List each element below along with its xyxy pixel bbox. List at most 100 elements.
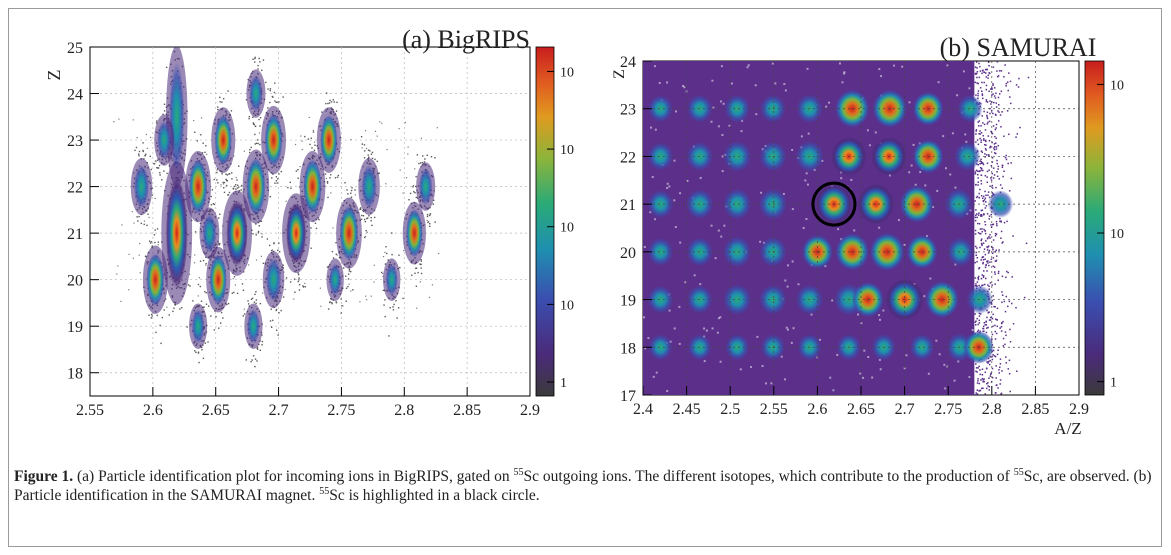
background-dot	[990, 179, 993, 181]
background-dot	[992, 177, 995, 179]
background-dot	[994, 128, 997, 131]
scatter-dot	[195, 351, 197, 354]
background-dot	[977, 94, 979, 97]
scatter-dot	[275, 308, 278, 311]
scatter-dot	[280, 309, 282, 312]
background-dot	[983, 199, 986, 201]
scatter-dot	[133, 222, 135, 224]
background-dot	[975, 320, 977, 322]
scatter-dot	[285, 200, 287, 202]
background-dot	[976, 195, 979, 198]
background-speck	[790, 341, 793, 344]
scatter-dot	[350, 270, 352, 273]
scatter-dot	[289, 181, 291, 184]
scatter-dot	[428, 214, 431, 217]
background-dot	[978, 76, 981, 79]
scatter-dot	[234, 284, 236, 286]
scatter-dot	[282, 296, 285, 298]
scatter-dot	[231, 178, 233, 180]
scatter-dot	[332, 227, 334, 229]
scatter-dot	[337, 174, 339, 177]
background-dot	[997, 96, 1000, 99]
scatter-dot	[367, 217, 369, 219]
background-dot	[978, 266, 981, 269]
scatter-dot	[157, 241, 160, 243]
scatter-dot	[197, 295, 199, 297]
scatter-dot	[363, 150, 366, 152]
scatter-dot	[116, 273, 118, 275]
background-dot	[978, 125, 980, 127]
background-speck	[837, 228, 840, 231]
background-speck	[655, 371, 658, 374]
scatter-dot	[415, 196, 417, 199]
scatter-dot	[137, 220, 139, 222]
background-dot	[994, 260, 997, 262]
background-dot	[980, 215, 982, 217]
scatter-dot	[217, 106, 219, 108]
background-dot	[996, 319, 998, 321]
background-dot	[981, 94, 984, 97]
scatter-dot	[298, 186, 300, 188]
background-dot	[977, 90, 980, 92]
background-dot	[975, 370, 977, 373]
background-dot	[997, 74, 1000, 77]
background-dot	[988, 235, 990, 238]
background-speck	[668, 309, 671, 312]
background-dot	[976, 139, 979, 141]
background-dot	[1003, 76, 1005, 78]
scatter-dot	[252, 58, 254, 61]
isotope-cluster	[339, 205, 359, 261]
background-dot	[991, 187, 994, 189]
y-tick-label: 21	[67, 226, 83, 243]
scatter-dot	[113, 121, 115, 123]
background-dot	[978, 315, 981, 317]
scatter-dot	[213, 178, 215, 181]
background-dot	[996, 307, 999, 310]
background-dot	[980, 132, 983, 134]
background-speck	[956, 94, 959, 97]
background-dot	[1027, 76, 1030, 79]
background-dot	[988, 363, 991, 366]
background-dot	[975, 283, 977, 285]
background-speck	[962, 70, 965, 73]
scatter-dot	[207, 341, 209, 343]
x-tick-label: 2.55	[760, 401, 788, 418]
isotope-cluster	[157, 120, 172, 160]
scatter-dot	[194, 231, 197, 233]
background-speck	[893, 64, 896, 67]
scatter-dot	[278, 242, 280, 244]
background-dot	[977, 82, 980, 85]
scatter-dot	[205, 256, 207, 259]
background-speck	[678, 342, 681, 345]
scatter-dot	[350, 189, 353, 192]
background-dot	[975, 392, 977, 394]
scatter-dot	[429, 223, 431, 225]
background-dot	[997, 279, 999, 281]
background-dot	[1006, 220, 1008, 223]
x-tick-label: 2.7	[269, 402, 289, 419]
background-dot	[974, 324, 977, 326]
scatter-dot	[213, 162, 216, 164]
scatter-dot	[371, 157, 374, 160]
background-speck	[760, 191, 763, 194]
background-speck	[954, 186, 957, 189]
background-dot	[979, 65, 981, 68]
background-speck	[647, 337, 650, 340]
panel-a-colorbar	[535, 46, 555, 397]
background-dot	[997, 103, 1000, 106]
background-dot	[996, 70, 998, 72]
scatter-dot	[136, 137, 138, 139]
background-dot	[975, 184, 977, 186]
background-dot	[1017, 86, 1020, 88]
background-speck	[774, 82, 777, 85]
background-dot	[988, 360, 990, 363]
scatter-dot	[325, 92, 328, 94]
scatter-dot	[257, 142, 259, 145]
background-dot	[1003, 221, 1006, 224]
scatter-dot	[297, 272, 299, 274]
scatter-dot	[340, 312, 342, 314]
scatter-dot	[361, 147, 363, 149]
background-dot	[995, 332, 998, 335]
scatter-dot	[203, 306, 205, 308]
y-tick-label: 19	[67, 319, 83, 336]
